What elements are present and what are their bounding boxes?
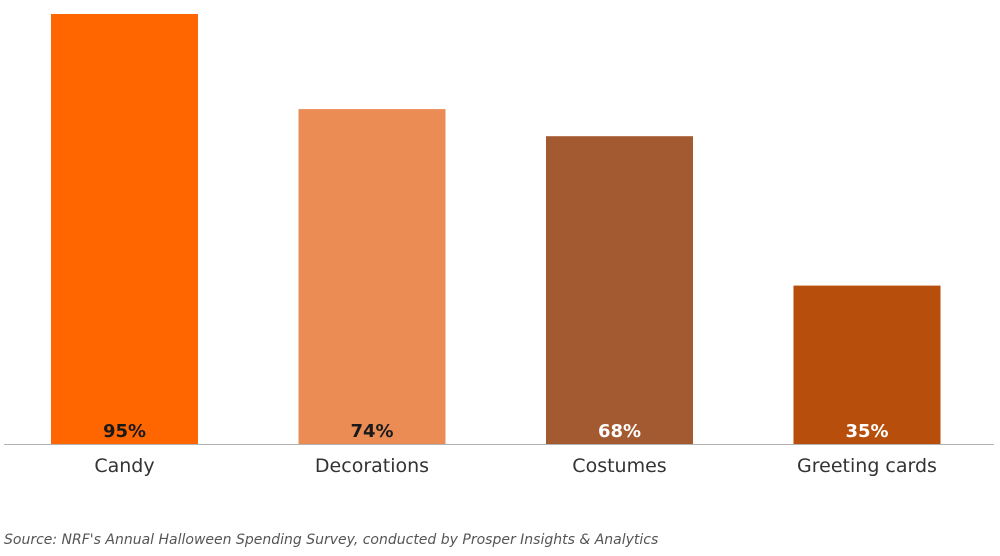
category-label-candy: Candy <box>94 455 154 477</box>
bar-chart: 95% 74% 68% 35% Candy Decorations Costumes Gre… <box>4 14 994 477</box>
bar-costumes <box>546 136 693 444</box>
value-label-decorations: 74% <box>350 421 393 442</box>
bars-group <box>51 14 941 444</box>
source-note: Source: NRF's Annual Halloween Spending … <box>4 532 659 548</box>
value-label-costumes: 68% <box>598 421 641 442</box>
category-label-decorations: Decorations <box>315 455 429 477</box>
value-labels-group: 95% 74% 68% 35% <box>103 421 889 442</box>
value-label-greeting-cards: 35% <box>845 421 888 442</box>
category-label-costumes: Costumes <box>572 455 666 477</box>
value-label-candy: 95% <box>103 421 146 442</box>
bar-greeting-cards <box>793 285 941 444</box>
bar-candy <box>51 14 198 444</box>
bar-decorations <box>298 109 446 444</box>
category-labels-group: Candy Decorations Costumes Greeting cards <box>94 455 937 477</box>
category-label-greeting-cards: Greeting cards <box>797 455 937 477</box>
